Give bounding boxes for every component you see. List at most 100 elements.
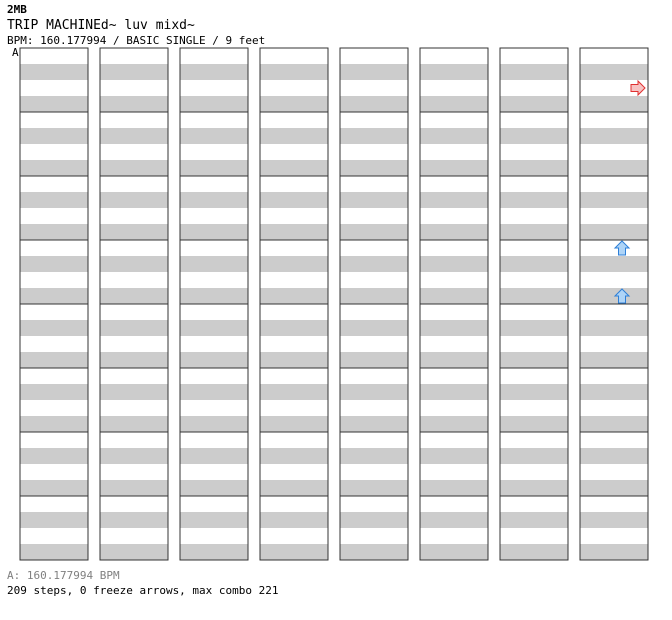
beat-band: [500, 288, 568, 304]
beat-band: [580, 448, 648, 464]
beat-band: [420, 384, 488, 400]
beat-band: [20, 160, 88, 176]
beat-band: [180, 544, 248, 560]
beat-band: [340, 352, 408, 368]
beat-band: [340, 192, 408, 208]
beat-band: [180, 96, 248, 112]
beat-band: [260, 448, 328, 464]
beat-band: [580, 64, 648, 80]
beat-band: [420, 416, 488, 432]
column-border: [259, 47, 329, 561]
beat-band: [500, 160, 568, 176]
column-border: [99, 47, 169, 561]
beat-band: [420, 544, 488, 560]
beat-band: [260, 256, 328, 272]
beat-band: [500, 448, 568, 464]
beat-band: [100, 416, 168, 432]
beat-band: [100, 384, 168, 400]
footer-stats: 209 steps, 0 freeze arrows, max combo 22…: [7, 584, 279, 597]
step-arrow-icon: [630, 79, 646, 97]
group-name: 2MB: [7, 3, 27, 16]
beat-band: [260, 128, 328, 144]
beat-band: [500, 320, 568, 336]
beat-band: [340, 480, 408, 496]
step-arrow-icon: [613, 288, 631, 304]
measure-column: [339, 47, 409, 561]
beat-band: [580, 512, 648, 528]
beat-band: [260, 96, 328, 112]
beat-band: [420, 64, 488, 80]
beat-band: [20, 416, 88, 432]
beat-band: [180, 224, 248, 240]
beat-band: [260, 160, 328, 176]
beat-band: [500, 96, 568, 112]
step-arrow-icon: [613, 240, 631, 256]
beat-band: [260, 544, 328, 560]
beat-band: [500, 224, 568, 240]
beat-band: [100, 352, 168, 368]
beat-band: [340, 288, 408, 304]
measure-column: [419, 47, 489, 561]
beat-band: [100, 96, 168, 112]
beat-band: [420, 224, 488, 240]
step-chart: [19, 47, 649, 561]
beat-band: [260, 320, 328, 336]
measure-column: [99, 47, 169, 561]
beat-band: [100, 320, 168, 336]
measure-column: [579, 47, 649, 561]
beat-band: [500, 544, 568, 560]
song-title: TRIP MACHINEd~ luv mixd~: [7, 18, 195, 33]
beat-band: [340, 128, 408, 144]
beat-band: [180, 288, 248, 304]
beat-band: [420, 352, 488, 368]
beat-band: [340, 96, 408, 112]
beat-band: [420, 96, 488, 112]
beat-band: [580, 384, 648, 400]
beat-band: [260, 192, 328, 208]
beat-band: [500, 512, 568, 528]
beat-band: [100, 288, 168, 304]
beat-band: [100, 256, 168, 272]
beat-band: [260, 224, 328, 240]
beat-band: [420, 480, 488, 496]
beat-band: [420, 160, 488, 176]
beat-band: [180, 480, 248, 496]
column-border: [19, 47, 89, 561]
beat-band: [180, 512, 248, 528]
beat-band: [580, 416, 648, 432]
beat-band: [340, 448, 408, 464]
beat-band: [500, 192, 568, 208]
beat-band: [180, 64, 248, 80]
beat-band: [580, 320, 648, 336]
beat-band: [420, 320, 488, 336]
beat-band: [580, 128, 648, 144]
beat-band: [180, 256, 248, 272]
beat-band: [20, 544, 88, 560]
section-marker: A: [12, 46, 19, 59]
beat-band: [180, 352, 248, 368]
beat-band: [260, 384, 328, 400]
chart-info: BPM: 160.177994 / BASIC SINGLE / 9 feet: [7, 34, 266, 47]
beat-band: [340, 544, 408, 560]
beat-band: [100, 544, 168, 560]
beat-band: [180, 416, 248, 432]
beat-band: [420, 256, 488, 272]
beat-band: [180, 128, 248, 144]
beat-band: [20, 64, 88, 80]
beat-band: [340, 384, 408, 400]
beat-band: [20, 352, 88, 368]
beat-band: [20, 128, 88, 144]
beat-band: [580, 224, 648, 240]
footer-bpm: A: 160.177994 BPM: [7, 569, 120, 582]
beat-band: [420, 448, 488, 464]
beat-band: [340, 416, 408, 432]
beat-band: [580, 288, 648, 304]
beat-band: [260, 512, 328, 528]
beat-band: [260, 416, 328, 432]
beat-band: [100, 480, 168, 496]
column-border: [339, 47, 409, 561]
beat-band: [180, 448, 248, 464]
column-border: [419, 47, 489, 561]
beat-band: [580, 480, 648, 496]
beat-band: [260, 288, 328, 304]
